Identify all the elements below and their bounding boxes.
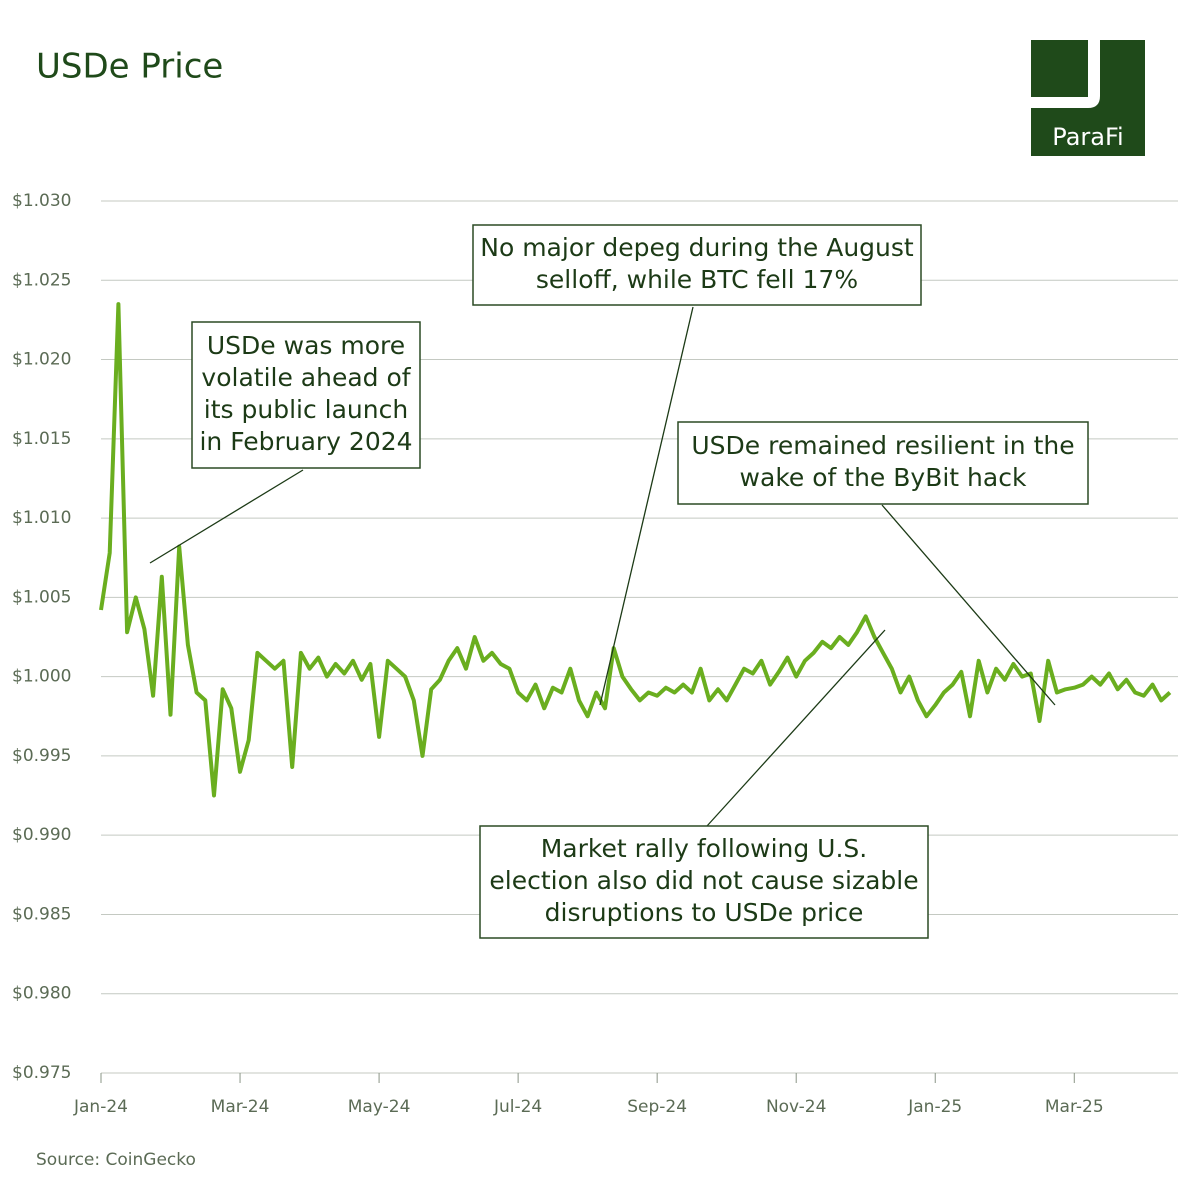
x-tick-label: May-24 (348, 1097, 411, 1117)
logo-text: ParaFi (1052, 123, 1123, 151)
chart-title: USDe Price (36, 47, 223, 87)
leader-line (149, 469, 304, 564)
annotation-text: USDe remained resilient in the (691, 431, 1074, 460)
y-tick-label: $1.025 (12, 270, 71, 290)
x-tick-label: Mar-25 (1045, 1097, 1104, 1117)
annotation-text: in February 2024 (199, 427, 412, 456)
annotation-text: its public launch (204, 395, 408, 424)
annotation-text: wake of the ByBit hack (740, 463, 1027, 492)
y-tick-label: $0.990 (12, 825, 71, 845)
annotation-text: Market rally following U.S. (541, 834, 868, 863)
leader-line (599, 306, 694, 706)
logo: ParaFi (1031, 40, 1145, 156)
y-tick-label: $1.015 (12, 429, 71, 449)
y-tick-label: $1.005 (12, 587, 71, 607)
annotation-text: USDe was more (207, 331, 405, 360)
y-tick-label: $0.985 (12, 904, 71, 924)
y-tick-label: $1.020 (12, 350, 71, 370)
annotation-box (191, 321, 421, 469)
annotation-text: volatile ahead of (201, 363, 411, 392)
annotation-box (472, 224, 922, 306)
logo-shape (1031, 40, 1100, 108)
annotation-text: election also did not cause sizable (489, 866, 918, 895)
annotation-box (677, 421, 1089, 505)
x-tick-label: Jul-24 (493, 1097, 542, 1117)
source: Source: CoinGecko (36, 1150, 196, 1170)
leader-line (881, 504, 1056, 706)
y-tick-label: $0.975 (12, 1063, 71, 1083)
y-tick-label: $0.980 (12, 984, 71, 1004)
y-tick-label: $1.000 (12, 667, 71, 687)
x-tick-label: Sep-24 (627, 1097, 687, 1117)
leader-line (706, 629, 886, 827)
annotation-text: disruptions to USDe price (545, 898, 864, 927)
x-tick-label: Jan-25 (907, 1097, 962, 1117)
annotation-box (479, 825, 929, 939)
y-tick-label: $0.995 (12, 746, 71, 766)
price-line (99, 302, 1172, 798)
y-tick-label: $1.010 (12, 508, 71, 528)
annotation-text: No major depeg during the August (480, 233, 914, 262)
y-tick-label: $1.030 (12, 191, 71, 211)
x-tick-label: Mar-24 (211, 1097, 270, 1117)
x-tick-label: Jan-24 (73, 1097, 128, 1117)
x-tick-label: Nov-24 (766, 1097, 827, 1117)
annotation-text: selloff, while BTC fell 17% (536, 265, 858, 294)
